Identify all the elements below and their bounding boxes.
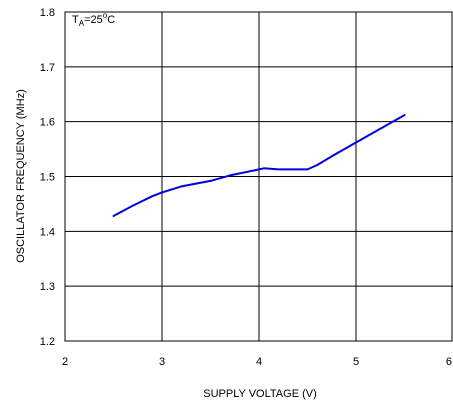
annotation-equals: =25 xyxy=(84,14,103,26)
y-tick-label: 1.3 xyxy=(40,281,55,293)
annotation-sup: o xyxy=(103,11,108,20)
x-tick-label: 2 xyxy=(62,356,68,368)
y-axis-label: OSCILLATOR FREQUENCY (MHz) xyxy=(15,89,27,263)
y-tick-label: 1.2 xyxy=(40,336,55,348)
annotation-unit: C xyxy=(107,14,115,26)
x-tick-label: 5 xyxy=(353,356,359,368)
x-tick-labels: 2 3 4 5 6 xyxy=(62,356,452,368)
y-tick-label: 1.6 xyxy=(40,117,55,129)
annotation-label: T xyxy=(72,14,79,26)
grid xyxy=(65,12,453,341)
y-tick-label: 1.7 xyxy=(40,62,55,74)
x-tick-label: 3 xyxy=(159,356,165,368)
temperature-annotation: TA=25oC xyxy=(72,11,115,28)
y-tick-label: 1.8 xyxy=(40,7,55,19)
x-tick-label: 6 xyxy=(446,356,452,368)
series-line xyxy=(112,114,406,217)
y-tick-labels: 1.2 1.3 1.4 1.5 1.6 1.7 1.8 xyxy=(40,7,55,348)
plot-frame xyxy=(64,11,453,342)
x-axis-label: SUPPLY VOLTAGE (V) xyxy=(203,388,317,400)
annotation-sub: A xyxy=(79,19,85,28)
x-tick-label: 4 xyxy=(256,356,262,368)
y-tick-label: 1.4 xyxy=(40,226,55,238)
y-tick-label: 1.5 xyxy=(40,172,55,184)
